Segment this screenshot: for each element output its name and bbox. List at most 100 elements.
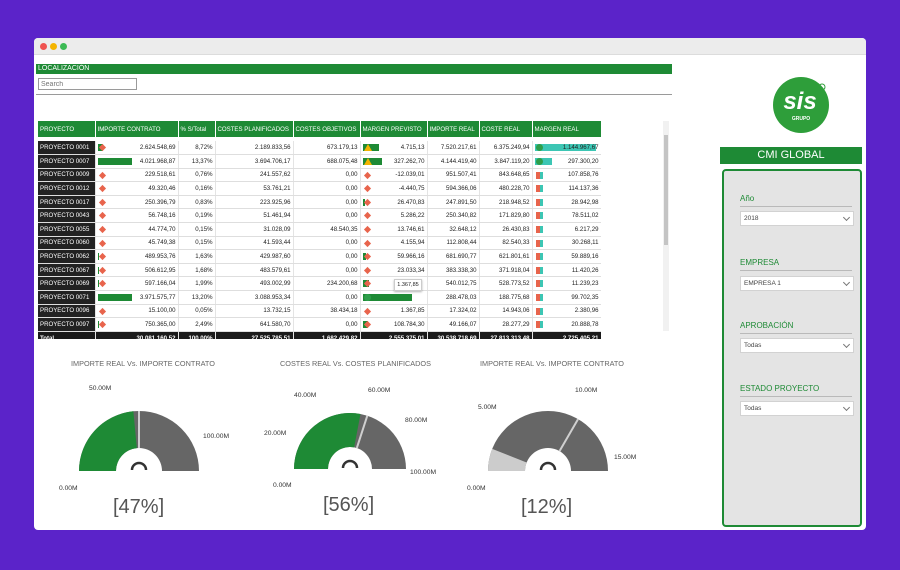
table-row[interactable]: PROYECTO 0055 44.774,70 0,15% 31.028,09 48.5… [38,222,601,237]
cell-value: 45.749,38 [148,239,176,247]
filters-panel: Año 2018 EMPRESA EMPRESA 1 APROBACIÓN To… [722,169,862,527]
column-header[interactable]: MARGEN PREVISTO [360,121,428,137]
table-row[interactable]: PROYECTO 0043 56.748,16 0,19% 51.461,94 0,00… [38,208,601,224]
column-header[interactable]: COSTES OBJETIVOS [293,121,361,137]
project-name[interactable]: PROYECTO 0069 [38,276,96,292]
close-window-button[interactable] [40,43,47,50]
table-row[interactable]: PROYECTO 0009 229.518,61 0,76% 241.557,62 0,… [38,168,601,183]
gauge-1-target-label: 50.00M [89,385,112,392]
table-cell: 38.434,18 [293,304,361,319]
table-row[interactable]: PROYECTO 0001 2.624.548,69 8,72% 2.189.833,… [38,141,601,156]
table-cell: 429.987,60 [215,249,294,264]
column-header[interactable]: MARGEN REAL [532,121,601,137]
project-name[interactable]: PROYECTO 0060 [38,236,96,251]
table-cell: 28.942,98 [532,195,601,210]
column-header[interactable]: COSTE REAL [479,121,533,137]
table-cell: 1.367,85 [360,304,428,319]
filter-approval-value: Todas [744,342,762,349]
gauge-3-max-label: 15.00M [614,454,637,461]
table-cell: 8,72% [178,141,216,156]
minimize-window-button[interactable] [50,43,57,50]
diamond-indicator-icon [98,307,106,315]
table-row[interactable]: PROYECTO 0071 3.971.575,77 13,20% 3.088.953… [38,290,601,305]
table-row[interactable]: PROYECTO 0017 250.396,79 0,83% 223.925,96 0,… [38,195,601,210]
table-cell: 489.953,76 [95,249,179,264]
divider [740,333,852,334]
table-row[interactable]: PROYECTO 0067 506.612,95 1,68% 483.579,61 0,… [38,263,601,278]
total-cell: 2.725.405,21 [532,331,601,339]
table-cell: 1.144.967,67 [532,141,601,156]
table-row[interactable]: PROYECTO 0097 750.365,00 2,49% 641.580,70 0,… [38,317,601,332]
table-cell: 327.262,70 [360,154,428,169]
table-row[interactable]: PROYECTO 0060 45.749,38 0,15% 41.593,44 0,00… [38,236,601,251]
table-total-row: Total 30.081.160,52 100,00% 27.525.785,51 1.… [38,331,601,339]
project-name[interactable]: PROYECTO 0071 [38,290,96,305]
cell-value: 44.774,70 [148,225,176,233]
filter-approval-select[interactable]: Todas [740,338,854,353]
cell-value: 528.773,52 [499,280,530,288]
filter-company-select[interactable]: EMPRESA 1 [740,276,854,291]
filter-year-select[interactable]: 2018 [740,211,854,226]
table-cell: 48.540,35 [293,222,361,237]
project-name[interactable]: PROYECTO 0001 [38,141,96,156]
table-cell: 14.943,06 [479,304,533,319]
table-cell: 82.540,33 [479,236,533,251]
gauge-3-target-label: 10.00M [575,387,598,394]
cell-value: 82.540,33 [502,239,530,247]
total-cell: 30.538.718,69 [427,331,480,339]
table-row[interactable]: PROYECTO 0007 4.021.968,87 13,37% 3.694.706… [38,154,601,169]
project-name[interactable]: PROYECTO 0067 [38,263,96,278]
table-cell: 31.028,09 [215,222,294,237]
column-header[interactable]: % S/Total [178,121,216,137]
flag-indicator-icon [535,226,543,234]
divider [740,270,852,271]
table-scrollbar[interactable] [663,121,669,331]
table-cell: 171.829,80 [479,208,533,224]
table-row[interactable]: PROYECTO 0062 489.953,76 1,63% 429.987,60 0,… [38,249,601,264]
project-name[interactable]: PROYECTO 0007 [38,154,96,169]
column-header[interactable]: COSTES PLANIFICADOS [215,121,294,137]
table-cell: 0,00 [293,290,361,305]
table-cell: 3.694.706,17 [215,154,294,169]
cell-value: 4.715,13 [400,144,425,152]
cell-value: 7.520.217,61 [440,144,477,152]
flag-indicator-icon [535,266,543,274]
table-row[interactable]: PROYECTO 0096 15.100,00 0,05% 13.732,15 38.4… [38,304,601,319]
cell-value: 0,00 [345,185,358,193]
circle-indicator-icon [535,144,543,151]
diamond-indicator-icon [363,239,371,247]
filter-approval-label: APROBACIÓN [740,321,794,330]
table-cell: 223.925,96 [215,195,294,210]
project-name[interactable]: PROYECTO 0097 [38,317,96,332]
project-name[interactable]: PROYECTO 0055 [38,222,96,237]
cell-value: 4.155,94 [400,239,425,247]
filter-status-value: Todas [744,405,762,412]
cell-value: 48.540,35 [330,225,358,233]
gauge-1-max-label: 100.00M [203,433,230,440]
table-row[interactable]: PROYECTO 0069 597.166,04 1,99% 493.002,99 23… [38,276,601,292]
project-name[interactable]: PROYECTO 0012 [38,181,96,196]
gauge-hub [539,461,557,471]
scrollbar-thumb[interactable] [664,135,668,245]
cell-value: 38.434,18 [330,307,358,315]
cell-value: 0,16% [195,185,213,193]
chevron-down-icon [842,278,851,287]
cell-value: 0,76% [195,171,213,179]
project-name[interactable]: PROYECTO 0043 [38,208,96,224]
search-input[interactable] [38,78,137,90]
column-header[interactable]: PROYECTO [38,121,96,137]
project-name[interactable]: PROYECTO 0017 [38,195,96,210]
project-name[interactable]: PROYECTO 0096 [38,304,96,319]
cell-value: 0,00 [345,239,358,247]
table-cell: 30.268,11 [532,236,601,251]
filter-status-select[interactable]: Todas [740,401,854,416]
maximize-window-button[interactable] [60,43,67,50]
gauge-2-mid2-label: 40.00M [294,392,317,399]
column-header[interactable]: IMPORTE REAL [427,121,480,137]
column-header[interactable]: IMPORTE CONTRATO [95,121,179,137]
table-row[interactable]: PROYECTO 0012 49.320,46 0,16% 53.761,21 0,00… [38,181,601,196]
project-name[interactable]: PROYECTO 0009 [38,168,96,183]
project-name[interactable]: PROYECTO 0062 [38,249,96,264]
cell-value: 0,00 [345,171,358,179]
total-cell: 30.081.160,52 [95,331,179,339]
